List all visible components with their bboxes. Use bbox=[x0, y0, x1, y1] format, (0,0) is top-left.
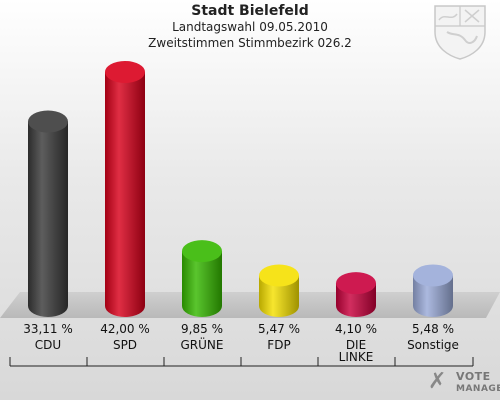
value-label: 9,85 % bbox=[181, 322, 223, 336]
bar-top bbox=[259, 264, 299, 287]
bar-body bbox=[182, 251, 222, 317]
value-label: 5,48 % bbox=[412, 322, 454, 336]
category-label: Sonstige bbox=[407, 338, 459, 352]
bar-top bbox=[413, 264, 453, 287]
logo-line-1: VOTE bbox=[456, 370, 491, 383]
bar-fdp bbox=[259, 264, 299, 317]
bar-top bbox=[105, 61, 145, 83]
bar-sonstige bbox=[413, 264, 453, 317]
bar-grüne bbox=[182, 240, 222, 317]
bar-top bbox=[28, 110, 68, 133]
value-label: 33,11 % bbox=[23, 322, 73, 336]
category-label: FDP bbox=[267, 338, 290, 352]
value-label: 5,47 % bbox=[258, 322, 300, 336]
category-label: GRÜNE bbox=[181, 336, 224, 352]
bar-body bbox=[259, 275, 299, 317]
bar-top bbox=[182, 240, 222, 263]
logo-line-2: MANAGER bbox=[456, 384, 500, 394]
bar-body bbox=[28, 121, 68, 317]
nrw-crest-icon bbox=[434, 5, 486, 60]
category-label: CDU bbox=[35, 338, 61, 352]
chart-title: Stadt Bielefeld bbox=[191, 3, 309, 19]
bar-spd bbox=[105, 61, 145, 317]
category-label: DIE bbox=[346, 338, 366, 352]
bar-top bbox=[336, 272, 376, 295]
value-label: 42,00 % bbox=[100, 322, 150, 336]
bar-body bbox=[105, 72, 145, 317]
value-label: 4,10 % bbox=[335, 322, 377, 336]
bar-cdu bbox=[28, 110, 68, 317]
category-label: LINKE bbox=[339, 350, 374, 364]
bar-body bbox=[413, 275, 453, 317]
checkmark-cross-icon: ✗ bbox=[428, 369, 447, 394]
vote-manager-logo: ✗ VOTE MANAGER bbox=[428, 368, 500, 398]
bar-die-linke bbox=[336, 272, 376, 317]
chart-subtitle-2: Zweitstimmen Stimmbezirk 026.2 bbox=[148, 36, 352, 50]
category-label: SPD bbox=[113, 338, 137, 352]
chart-subtitle: Landtagswahl 09.05.2010 bbox=[172, 20, 328, 34]
